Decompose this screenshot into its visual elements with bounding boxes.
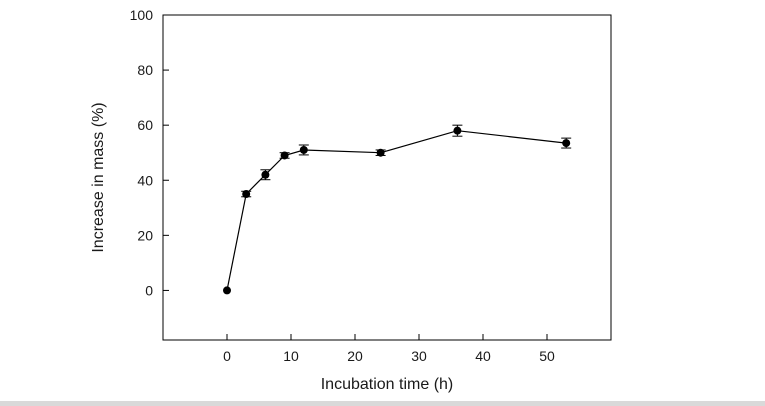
- y-axis: 0 20 40 60 80 100: [130, 7, 169, 298]
- data-point: [261, 170, 270, 179]
- series-line: [226, 130, 567, 291]
- series-layer: [223, 124, 572, 295]
- y-tick-label: 40: [137, 172, 153, 188]
- data-point: [376, 148, 385, 157]
- x-tick-label: 50: [539, 348, 555, 364]
- x-tick-label: 20: [347, 348, 363, 364]
- x-axis-label: Incubation time (h): [321, 376, 454, 393]
- y-tick-label: 100: [130, 7, 154, 23]
- y-tick-label: 20: [137, 227, 153, 243]
- x-tick-label: 0: [223, 348, 231, 364]
- y-tick-label: 60: [137, 117, 153, 133]
- data-point: [223, 286, 231, 295]
- x-tick-label: 40: [475, 348, 491, 364]
- y-tick-label: 80: [137, 62, 153, 78]
- x-axis: 0 10 20 30 40 50: [223, 334, 555, 364]
- plot-frame: [162, 14, 612, 341]
- x-tick-label: 10: [283, 348, 299, 364]
- data-point: [280, 151, 289, 160]
- data-point: [299, 145, 308, 154]
- y-axis-label: Increase in mass (%): [90, 102, 107, 252]
- data-point: [562, 139, 571, 148]
- data-point: [453, 126, 462, 135]
- x-tick-label: 30: [411, 348, 427, 364]
- data-point: [242, 190, 251, 199]
- y-tick-label: 0: [145, 282, 153, 298]
- caption-strip: [0, 401, 765, 406]
